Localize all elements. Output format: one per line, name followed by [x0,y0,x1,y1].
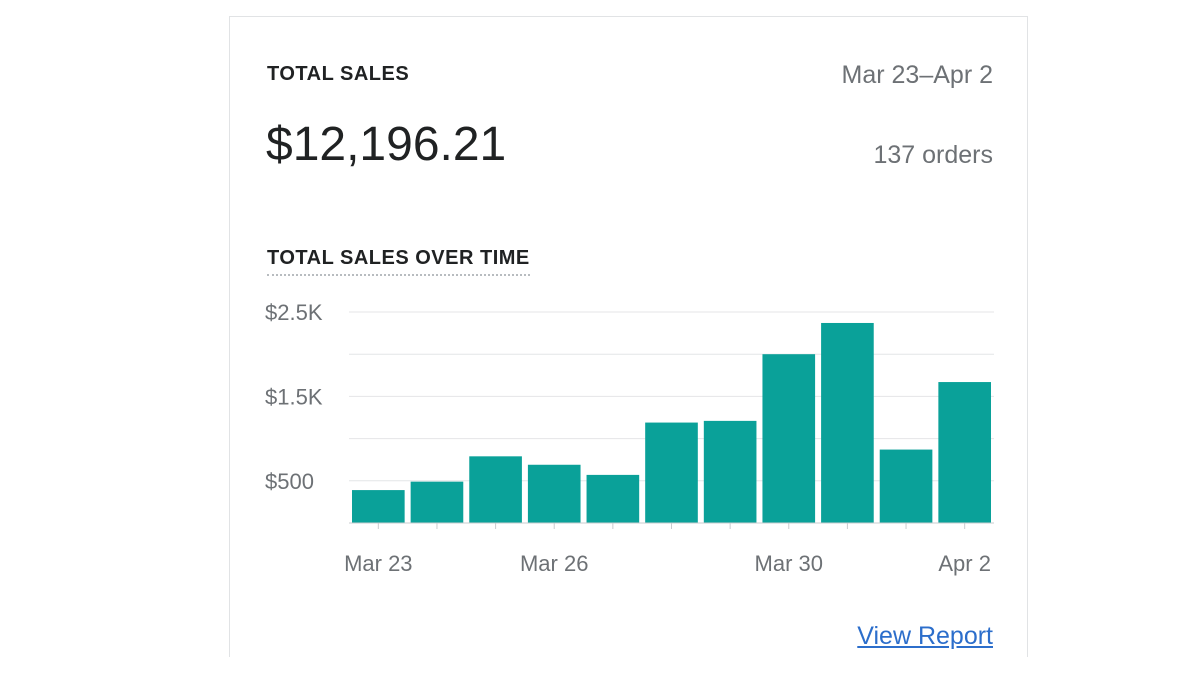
order-count: 137 orders [873,141,993,169]
x-tick-label: Mar 26 [520,551,588,576]
x-axis: Mar 23 Mar 26 Mar 30 Apr 2 [344,522,994,576]
y-axis-labels: $500 $1.5K $2.5K [265,300,323,494]
x-tick-label: Apr 2 [938,551,991,576]
bar-mar-29[interactable] [703,420,757,523]
x-tick-label: Mar 23 [344,551,412,576]
y-tick-label: $2.5K [265,300,323,325]
bar-mar-25[interactable] [469,456,522,523]
bar-mar-24[interactable] [410,481,464,523]
bar-apr-1[interactable] [879,449,933,523]
date-range: Mar 23–Apr 2 [841,61,993,89]
view-report-link[interactable]: View Report [857,622,993,650]
bar-mar-30[interactable] [762,354,816,523]
bars [352,322,991,523]
bar-mar-26[interactable] [527,464,581,523]
y-tick-label: $1.5K [265,384,323,409]
total-sales-card: TOTAL SALES Mar 23–Apr 2 $12,196.21 137 … [229,16,1028,657]
x-tick-label: Mar 30 [755,551,823,576]
chart-title[interactable]: TOTAL SALES OVER TIME [267,247,530,276]
total-sales-amount: $12,196.21 [266,118,507,171]
bar-mar-23[interactable] [352,490,405,523]
bar-mar-27[interactable] [586,474,640,523]
card-title: TOTAL SALES [267,63,410,85]
bar-apr-2[interactable] [938,382,991,523]
y-tick-label: $500 [265,469,314,494]
bar-mar-28[interactable] [645,422,698,523]
bar-mar-31[interactable] [821,322,874,523]
